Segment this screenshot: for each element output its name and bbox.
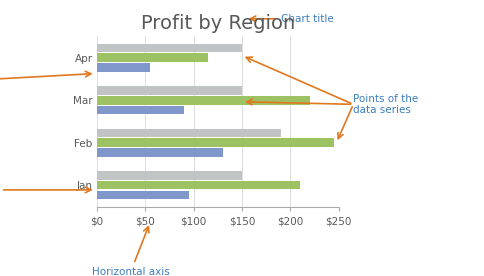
Text: Horizontal axis: Horizontal axis	[92, 227, 169, 276]
Text: Points of the
data series: Points of the data series	[353, 94, 419, 115]
Title: Profit by Region: Profit by Region	[141, 14, 295, 33]
Bar	[97, 171, 242, 180]
Text: Chart title: Chart title	[250, 14, 333, 24]
Text: Data
category: Data category	[0, 70, 91, 91]
Bar	[97, 96, 310, 105]
Text: Vertical axis: Vertical axis	[0, 185, 91, 195]
Bar	[97, 138, 334, 147]
Bar	[97, 181, 300, 189]
Bar	[97, 191, 189, 199]
Bar	[97, 129, 281, 137]
Bar	[97, 63, 150, 72]
Bar	[97, 44, 242, 52]
Bar	[97, 106, 184, 114]
Bar	[97, 54, 208, 62]
Bar	[97, 148, 223, 157]
Bar	[97, 86, 242, 95]
